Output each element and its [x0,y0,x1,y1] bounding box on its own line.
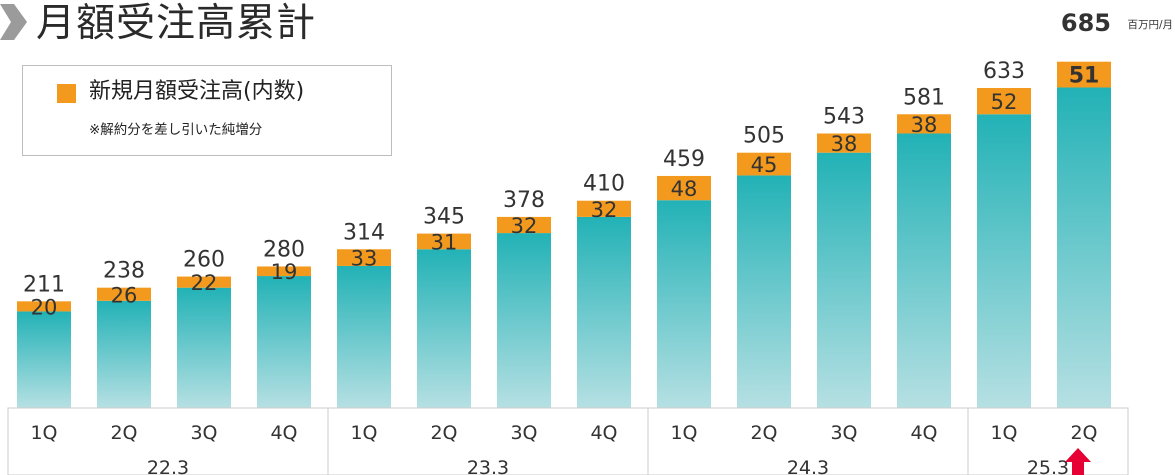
bar-segment-total [417,249,471,408]
bar-segment-total [737,175,791,408]
x-tick-label: 2Q [1070,422,1097,444]
x-tick-label: 3Q [190,422,217,444]
bar-total-label: 211 [23,272,65,297]
bar-segment-total [337,265,391,408]
x-tick-label: 4Q [910,422,937,444]
bar-segment-new [897,114,951,134]
bar-segment-new [737,152,791,176]
bar-value-label-new: 38 [911,113,938,137]
x-tick-label: 1Q [990,422,1017,444]
bar-total-label: 505 [743,124,785,149]
bar-total-label: 238 [103,259,145,284]
bar-total-label: 410 [583,172,625,197]
bar-value-label-new: 19 [271,260,298,284]
bar-segment-total [897,133,951,408]
bar-value-label-new: 38 [831,132,858,156]
x-tick-label: 2Q [750,422,777,444]
bar-total-label: 280 [263,237,305,262]
bar-value-label-new: 20 [31,295,58,319]
bar-total-label: 314 [343,220,385,245]
bar-total-label: 633 [983,59,1025,84]
legend: 新規月額受注高(内数) ※解約分を差し引いた純増分 [22,65,392,156]
bar-value-label-new: 33 [351,247,378,271]
x-tick-label: 3Q [830,422,857,444]
bar-total-label: 260 [183,248,225,273]
bar-segment-total [657,200,711,408]
group-label: 22.3 [147,457,189,475]
x-tick-label: 1Q [30,422,57,444]
x-tick-label: 2Q [430,422,457,444]
bar-total-label: 459 [663,147,705,172]
axis-frame [7,407,1129,475]
bar-segment-new [257,266,311,277]
legend-swatch [57,84,76,103]
bar-total-label: 378 [503,188,545,213]
bar-segment-total [177,287,231,408]
bar-segment-total [1057,87,1111,408]
bar-segment-total [497,233,551,408]
bar-value-label-new: 31 [431,230,458,254]
group-label: 24.3 [787,457,829,475]
bar-segment-total [977,114,1031,409]
group-label: 23.3 [467,457,509,475]
x-tick-label: 2Q [110,422,137,444]
group-label: 25.3 [1027,457,1069,475]
x-tick-label: 4Q [590,422,617,444]
bar-segment-new [577,200,631,217]
chevron-icon [0,4,27,40]
bar-segment-new [817,133,871,153]
chart-title: 月額受注高累計 [36,1,317,46]
x-tick-label: 4Q [270,422,297,444]
bar-segment-total [577,216,631,408]
bar-value-label-new: 32 [511,214,538,238]
bar-value-label-new: 32 [591,198,618,222]
up-arrow-icon [1065,448,1091,475]
bar-segment-new [657,175,711,201]
bar-total-label: 581 [903,85,945,110]
bar-segment-total [817,152,871,408]
bar-value-label-new: 51 [1069,64,1100,89]
bar-segment-new [1057,61,1111,88]
x-tick-label: 1Q [670,422,697,444]
bar-segment-new [417,233,471,250]
bar-segment-total [17,311,71,408]
bar-segment-new [497,216,551,234]
bar-segment-total [257,276,311,408]
bar-segment-new [97,287,151,301]
x-tick-label: 3Q [510,422,537,444]
bar-value-label-new: 26 [111,283,138,307]
bar-total-label: 543 [823,104,865,129]
bar-value-label-new: 45 [751,153,778,177]
bar-segment-new [17,301,71,312]
latest-total-value: 685 [1060,9,1111,37]
bar-total-label: 345 [423,205,465,230]
legend-note: ※解約分を差し引いた純増分 [89,122,263,138]
bar-segment-new [337,249,391,266]
x-tick-label: 1Q [350,422,377,444]
bar-segment-new [177,276,231,288]
bar-segment-total [97,300,151,408]
bar-value-label-new: 48 [671,177,698,201]
bar-value-label-new: 22 [191,271,218,295]
bar-segment-new [977,87,1031,115]
bar-value-label-new: 52 [991,90,1018,114]
unit-label: 百万円/月 [1127,19,1173,31]
legend-label: 新規月額受注高(内数) [89,79,305,104]
